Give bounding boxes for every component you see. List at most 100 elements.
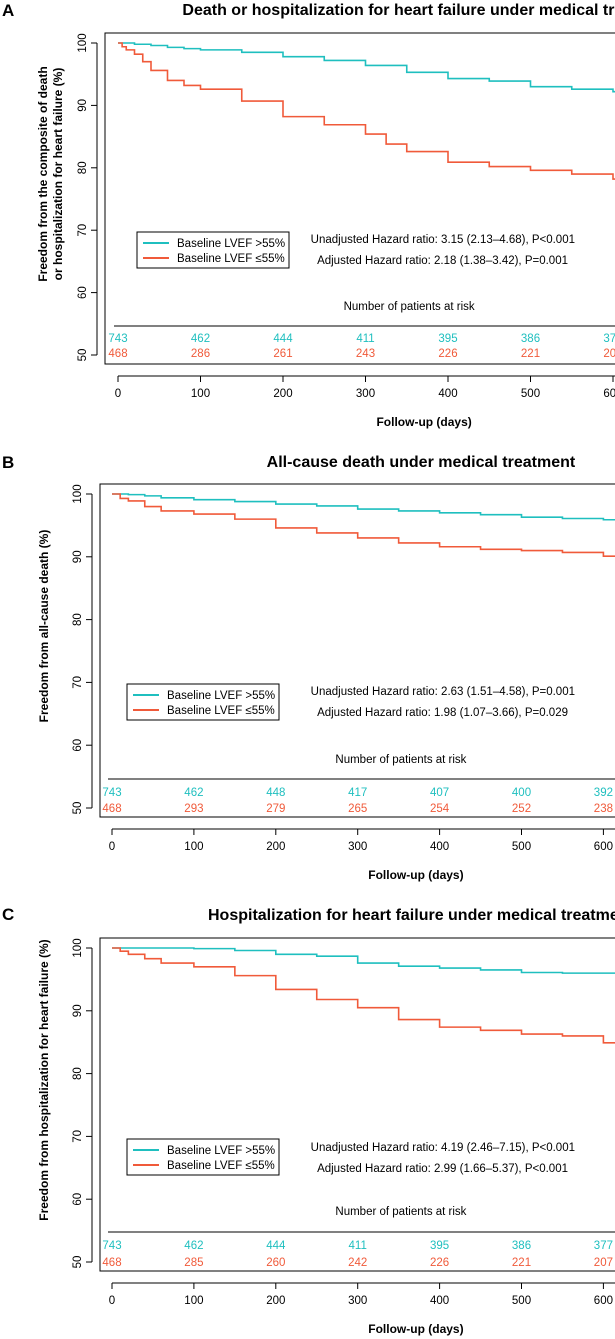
legend-label: Baseline LVEF ≤55% xyxy=(177,253,285,265)
x-tick-label: 200 xyxy=(266,841,285,853)
panel-letter: A xyxy=(2,1,14,20)
y-tick-label: 70 xyxy=(72,1130,84,1143)
risk-count-low-lvef: 221 xyxy=(521,348,540,360)
risk-count-high-lvef: 377 xyxy=(603,333,615,345)
risk-count-high-lvef: 395 xyxy=(438,333,457,345)
risk-count-low-lvef: 293 xyxy=(184,803,203,815)
legend-label: Baseline LVEF >55% xyxy=(177,238,285,250)
chart-panel-b: B All-cause death under medical treatment… xyxy=(2,453,615,882)
x-tick-label: 300 xyxy=(348,841,367,853)
x-tick-label: 300 xyxy=(348,1295,367,1307)
hazard-ratio-adjusted: Adjusted Hazard ratio: 1.98 (1.07–3.66),… xyxy=(317,707,568,719)
y-tick-label: 70 xyxy=(77,224,89,237)
risk-count-low-lvef: 226 xyxy=(438,348,457,360)
risk-count-high-lvef: 386 xyxy=(521,333,540,345)
y-axis-label-line1: Freedom from the composite of death xyxy=(36,66,50,281)
risk-count-high-lvef: 407 xyxy=(430,787,449,799)
risk-count-high-lvef: 377 xyxy=(594,1240,613,1252)
risk-table-title: Number of patients at risk xyxy=(344,301,475,313)
risk-count-high-lvef: 743 xyxy=(102,787,121,799)
x-tick-label: 0 xyxy=(115,388,121,400)
risk-count-high-lvef: 462 xyxy=(184,1240,203,1252)
risk-count-high-lvef: 444 xyxy=(266,1240,286,1252)
hazard-ratio-adjusted: Adjusted Hazard ratio: 2.99 (1.66–5.37),… xyxy=(317,1163,568,1175)
y-tick-label: 80 xyxy=(72,613,84,626)
x-tick-label: 600 xyxy=(594,841,613,853)
km-curve-low-lvef xyxy=(112,493,615,557)
y-tick-label: 90 xyxy=(72,550,84,563)
y-tick-label: 80 xyxy=(72,1067,84,1080)
y-tick-label: 80 xyxy=(77,161,89,174)
km-curve-high-lvef xyxy=(112,947,615,974)
x-tick-label: 200 xyxy=(266,1295,285,1307)
y-tick-label: 90 xyxy=(72,1004,84,1017)
chart-panel-c: C Hospitalization for heart failure under… xyxy=(2,905,615,1336)
x-axis-label: Follow-up (days) xyxy=(376,415,471,429)
risk-count-low-lvef: 252 xyxy=(512,803,531,815)
x-tick-label: 500 xyxy=(521,388,540,400)
y-tick-label: 100 xyxy=(72,484,84,503)
risk-count-low-lvef: 468 xyxy=(102,1257,121,1269)
chart-panel-a: A Death or hospitalization for heart fail… xyxy=(2,1,615,429)
hazard-ratio-unadjusted: Unadjusted Hazard ratio: 3.15 (2.13–4.68… xyxy=(311,234,575,246)
risk-count-low-lvef: 221 xyxy=(512,1257,531,1269)
panel-letter: B xyxy=(2,453,14,472)
x-tick-label: 100 xyxy=(184,841,203,853)
legend-box xyxy=(136,231,290,269)
x-axis-label: Follow-up (days) xyxy=(368,1322,463,1336)
risk-count-low-lvef: 468 xyxy=(108,348,127,360)
risk-count-high-lvef: 444 xyxy=(273,333,293,345)
chart-title: Hospitalization for heart failure under … xyxy=(208,907,615,924)
plot-frame xyxy=(99,483,615,818)
legend-box xyxy=(126,1138,280,1176)
y-axis-label: Freedom from hospitalization for heart f… xyxy=(37,939,51,1220)
plot-frame xyxy=(99,937,615,1272)
x-tick-label: 0 xyxy=(109,1295,115,1307)
risk-count-low-lvef: 265 xyxy=(348,803,367,815)
y-tick-label: 60 xyxy=(72,739,84,752)
x-tick-label: 300 xyxy=(356,388,375,400)
risk-count-low-lvef: 207 xyxy=(603,348,615,360)
y-tick-label: 60 xyxy=(72,1193,84,1206)
km-curve-low-lvef xyxy=(118,42,615,180)
x-tick-label: 600 xyxy=(603,388,615,400)
x-tick-label: 0 xyxy=(109,841,115,853)
risk-count-low-lvef: 226 xyxy=(430,1257,449,1269)
km-curve-high-lvef xyxy=(112,493,615,521)
risk-count-high-lvef: 411 xyxy=(356,333,374,345)
plot-frame xyxy=(104,32,615,365)
y-axis-label-line2: or hospitalization for heart failure (%) xyxy=(51,68,65,281)
risk-count-low-lvef: 468 xyxy=(102,803,121,815)
risk-count-high-lvef: 400 xyxy=(512,787,531,799)
legend-label: Baseline LVEF >55% xyxy=(167,1145,275,1157)
x-tick-label: 100 xyxy=(184,1295,203,1307)
x-tick-label: 500 xyxy=(512,841,531,853)
risk-table-title: Number of patients at risk xyxy=(335,754,466,766)
risk-count-high-lvef: 448 xyxy=(266,787,285,799)
y-tick-label: 100 xyxy=(77,33,89,52)
x-axis-label: Follow-up (days) xyxy=(368,868,463,882)
hazard-ratio-adjusted: Adjusted Hazard ratio: 2.18 (1.38–3.42),… xyxy=(317,255,568,267)
risk-count-low-lvef: 279 xyxy=(266,803,285,815)
risk-count-high-lvef: 386 xyxy=(512,1240,531,1252)
risk-count-low-lvef: 207 xyxy=(594,1257,613,1269)
risk-count-low-lvef: 238 xyxy=(594,803,613,815)
chart-title: Death or hospitalization for heart failu… xyxy=(182,2,615,19)
y-tick-label: 50 xyxy=(72,1256,84,1269)
risk-table-title: Number of patients at risk xyxy=(335,1206,466,1218)
risk-count-low-lvef: 261 xyxy=(273,348,292,360)
hazard-ratio-unadjusted: Unadjusted Hazard ratio: 2.63 (1.51–4.58… xyxy=(311,686,575,698)
y-tick-label: 50 xyxy=(77,349,89,362)
x-tick-label: 400 xyxy=(430,841,449,853)
risk-count-low-lvef: 286 xyxy=(191,348,210,360)
x-tick-label: 500 xyxy=(512,1295,531,1307)
risk-count-high-lvef: 462 xyxy=(184,787,203,799)
risk-count-high-lvef: 392 xyxy=(594,787,613,799)
risk-count-high-lvef: 417 xyxy=(348,787,367,799)
y-tick-label: 90 xyxy=(77,99,89,112)
legend-box xyxy=(126,683,280,721)
risk-count-low-lvef: 260 xyxy=(266,1257,285,1269)
x-tick-label: 400 xyxy=(430,1295,449,1307)
y-tick-label: 70 xyxy=(72,676,84,689)
